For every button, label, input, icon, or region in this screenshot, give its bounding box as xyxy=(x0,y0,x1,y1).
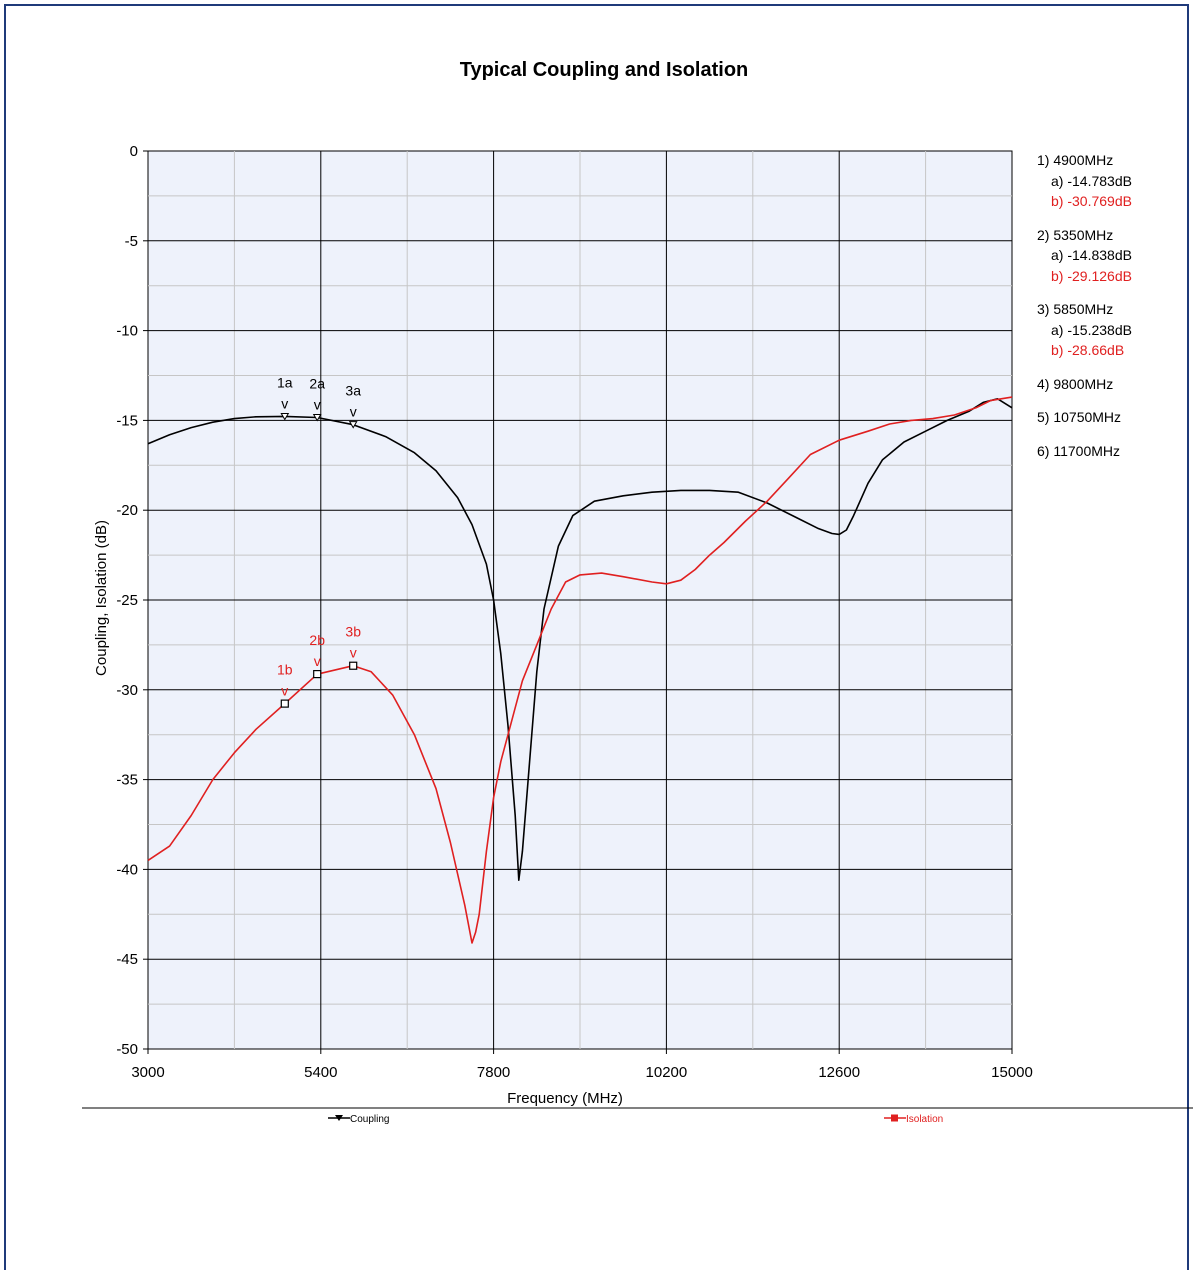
marker-label: 3a xyxy=(345,383,361,399)
marker-square xyxy=(349,661,358,670)
x-tick-label: 15000 xyxy=(991,1064,1033,1081)
y-tick-label: -35 xyxy=(116,772,138,789)
marker-frequency: 1) 4900MHz xyxy=(1037,152,1114,168)
series-line-isolation xyxy=(147,396,1013,944)
y-tick-label: -25 xyxy=(116,592,138,609)
y-tick-label: -45 xyxy=(116,951,138,968)
x-axis-label: Frequency (MHz) xyxy=(507,1090,623,1107)
series-layer xyxy=(147,396,1013,944)
legend: Coupling Isolation xyxy=(328,1114,943,1125)
marker-frequency: 5) 10750MHz xyxy=(1037,409,1122,425)
legend-label: Isolation xyxy=(906,1114,943,1125)
marker-label: 2a xyxy=(309,375,325,391)
marker-label: 1b xyxy=(277,662,293,678)
marker-readout-group: 2) 5350MHz a) -14.838dB b) -29.126dB xyxy=(1037,225,1132,287)
legend-swatch-marker xyxy=(891,1114,898,1122)
marker-caret: v xyxy=(350,645,357,661)
marker-value-coupling: a) -15.238dB xyxy=(1051,321,1132,338)
marker-label: 2b xyxy=(309,632,325,648)
y-tick-label: 0 xyxy=(130,143,138,160)
marker-caret: v xyxy=(350,404,357,420)
marker-label: 3b xyxy=(345,624,361,640)
legend-swatch-marker xyxy=(335,1115,343,1121)
y-tick-label: -40 xyxy=(116,861,138,878)
marker-value-isolation: b) -29.126dB xyxy=(1051,267,1132,284)
marker-caret: v xyxy=(281,683,288,699)
x-tick-label: 3000 xyxy=(131,1064,164,1081)
x-tick-label: 7800 xyxy=(477,1064,510,1081)
y-tick-label: -50 xyxy=(116,1041,138,1058)
chart-title: Typical Coupling and Isolation xyxy=(460,59,749,81)
minor-grid xyxy=(148,151,1012,1049)
x-tick-label: 10200 xyxy=(646,1064,688,1081)
marker-caret: v xyxy=(314,653,321,669)
marker-readout-group: 1) 4900MHz a) -14.783dB b) -30.769dB xyxy=(1037,150,1132,212)
marker-value-isolation: b) -28.66dB xyxy=(1051,342,1125,358)
y-tick-label: -10 xyxy=(116,323,138,340)
marker-square xyxy=(313,670,322,679)
chart-frame xyxy=(4,4,1189,1270)
axis-ticks: 3000 5400 7800 10200 12600 15000 0 -5 -10 -15 -20 -… xyxy=(116,143,1033,1081)
marker-readout-group: 6) 11700MHz xyxy=(1037,441,1132,462)
marker-frequency: 3) 5850MHz xyxy=(1037,301,1114,317)
series-line-coupling xyxy=(147,397,1013,882)
marker-square xyxy=(280,699,289,708)
x-tick-label: 12600 xyxy=(818,1064,860,1081)
marker-caret: v xyxy=(314,396,321,412)
y-tick-label: -15 xyxy=(116,412,138,429)
marker-triangle xyxy=(312,413,322,422)
y-tick-label: -5 xyxy=(125,233,138,250)
marker-value-isolation: b) -30.769dB xyxy=(1051,193,1132,209)
marker-frequency: 2) 5350MHz xyxy=(1037,226,1114,243)
marker-readout: 1) 4900MHz a) -14.783dB b) -30.769dB 2) 535… xyxy=(1037,150,1132,474)
marker-readout-group: 5) 10750MHz xyxy=(1037,407,1132,428)
y-tick-label: -30 xyxy=(116,682,138,699)
marker-frequency: 6) 11700MHz xyxy=(1037,442,1121,459)
marker-value-coupling: a) -14.838dB xyxy=(1051,247,1132,263)
marker-label: 1a xyxy=(277,375,293,391)
y-axis-label: Coupling, Isolation (dB) xyxy=(93,520,110,676)
marker-readout-group: 3) 5850MHz a) -15.238dB b) -28.66dB xyxy=(1037,299,1132,361)
marker-readout-group: 4) 9800MHz xyxy=(1037,374,1132,395)
y-tick-label: -20 xyxy=(116,502,138,519)
point-marker-layer: v 1a v 2a v 3a v 1b v 2b v 3b xyxy=(277,375,361,708)
marker-triangle xyxy=(348,421,358,429)
marker-triangle xyxy=(280,413,290,421)
marker-frequency: 4) 9800MHz xyxy=(1037,375,1114,392)
x-tick-label: 5400 xyxy=(304,1064,337,1081)
marker-value-coupling: a) -14.783dB xyxy=(1051,172,1132,189)
legend-label: Coupling xyxy=(350,1114,389,1125)
marker-caret: v xyxy=(281,396,288,412)
